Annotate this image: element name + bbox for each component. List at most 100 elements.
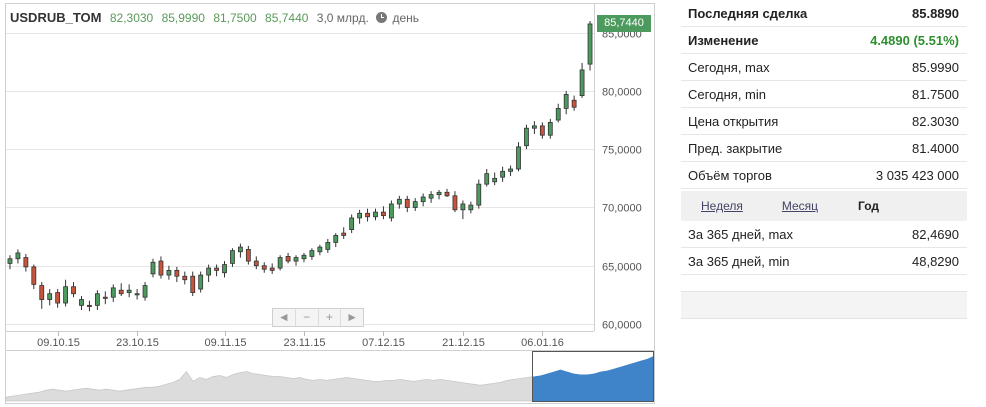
x-tick-label: 07.12.15 xyxy=(362,337,405,349)
x-axis-labels: 09.10.15 23.10.15 09.11.15 23.11.15 07.12.15… xyxy=(37,331,564,349)
info-value: 48,8290 xyxy=(912,253,959,269)
volume-value: 3,0 млрд. xyxy=(316,11,369,25)
candle xyxy=(563,90,569,115)
candle xyxy=(444,188,450,197)
info-value: 82.3030 xyxy=(912,113,959,129)
close-value: 85,7440 xyxy=(265,11,309,25)
scroll-left-button[interactable]: ◄ xyxy=(273,309,296,326)
info-value: 82,4690 xyxy=(912,226,959,242)
candle xyxy=(365,208,370,222)
zoom-out-button[interactable]: − xyxy=(296,309,319,326)
candle xyxy=(222,261,227,278)
candle xyxy=(404,195,410,213)
candle xyxy=(102,291,108,305)
info-label: Цена открытия xyxy=(688,113,779,129)
candle xyxy=(555,103,561,123)
y-tick-label: 65,0000 xyxy=(602,262,642,274)
candle xyxy=(110,284,116,302)
info-row-last-trade: Последняя сделка 85.8890 xyxy=(681,0,967,27)
candle xyxy=(134,289,140,300)
candle xyxy=(547,118,553,139)
tab-month[interactable]: Месяц xyxy=(781,199,819,213)
chart-panel: 60,0000 65,0000 70,0000 75,0000 80,0000 85,00… xyxy=(5,3,655,405)
candle xyxy=(484,169,490,187)
candle xyxy=(571,95,577,111)
x-tick-label: 06.01.16 xyxy=(521,337,564,349)
candle xyxy=(158,256,164,279)
candle xyxy=(341,227,347,239)
candle xyxy=(150,258,156,278)
candle xyxy=(476,179,482,209)
low-value: 81,7500 xyxy=(213,11,257,25)
candle xyxy=(94,290,100,311)
candle xyxy=(230,248,235,267)
candle xyxy=(214,264,219,277)
info-row-change: Изменение 4.4890 (5.51%) xyxy=(681,27,967,54)
info-label: Сегодня, min xyxy=(688,86,766,102)
candle xyxy=(420,193,426,207)
candle xyxy=(524,124,529,150)
info-value: 81.4000 xyxy=(912,140,959,156)
x-tick-label: 09.11.15 xyxy=(204,337,246,349)
candle xyxy=(23,254,29,272)
zoom-controls: ◄ − + ► xyxy=(272,308,364,327)
candle xyxy=(142,282,148,301)
period-label[interactable]: день xyxy=(392,11,420,25)
info-value: 85.8890 xyxy=(912,5,959,21)
x-tick-label: 23.11.15 xyxy=(283,337,325,349)
candle xyxy=(452,191,458,213)
candle xyxy=(333,233,339,248)
candle xyxy=(79,296,84,311)
candle xyxy=(460,200,466,220)
tab-year[interactable]: Год xyxy=(858,199,880,213)
candle xyxy=(539,122,545,139)
info-value: 4.4890 (5.51%) xyxy=(870,32,959,48)
info-label: За 365 дней, max xyxy=(688,226,794,242)
chart-header: USDRUB_TOM 82,3030 85,9990 81,7500 85,74… xyxy=(10,10,419,25)
candle xyxy=(492,172,498,186)
year-row-min: За 365 дней, min 48,8290 xyxy=(681,248,967,275)
info-row-open-price: Цена открытия 82.3030 xyxy=(681,108,967,135)
chart-frame xyxy=(5,3,655,404)
y-tick-label: 80,0000 xyxy=(602,87,642,99)
info-value: 81.7500 xyxy=(912,86,959,102)
zoom-in-button[interactable]: + xyxy=(319,309,342,326)
x-tick-label: 21.12.15 xyxy=(442,337,485,349)
candle xyxy=(87,300,92,312)
candle xyxy=(39,282,45,309)
scroll-right-button[interactable]: ► xyxy=(346,310,359,324)
price-chart[interactable]: 60,000065,000070,000075,000080,000085,00… xyxy=(5,3,655,405)
x-tick-label: 23.10.15 xyxy=(116,337,159,349)
candle xyxy=(381,206,386,220)
candle xyxy=(587,20,593,71)
y-tick-label: 70,0000 xyxy=(602,203,642,215)
high-value: 85,9990 xyxy=(161,11,205,25)
candle xyxy=(285,252,291,264)
candle xyxy=(373,208,378,221)
candle xyxy=(55,289,61,308)
info-value: 85.9990 xyxy=(912,59,959,75)
candle xyxy=(277,255,283,271)
clock-icon[interactable] xyxy=(376,12,388,23)
info-row-prev-close: Пред. закрытие 81.4000 xyxy=(681,135,967,162)
navigator xyxy=(5,351,655,402)
info-row-today-max: Сегодня, max 85.9990 xyxy=(681,54,967,81)
candle xyxy=(15,249,21,264)
candle xyxy=(261,262,267,273)
candle xyxy=(357,209,362,224)
candle xyxy=(238,243,243,258)
candle xyxy=(436,189,442,200)
candle xyxy=(198,271,204,293)
candle xyxy=(118,283,124,297)
candle xyxy=(309,248,315,260)
candle xyxy=(349,214,355,234)
candle xyxy=(63,279,68,307)
candle xyxy=(428,191,434,203)
tab-week[interactable]: Неделя xyxy=(701,199,743,213)
candle xyxy=(532,121,537,135)
candle xyxy=(253,256,259,270)
candle xyxy=(516,142,521,172)
candle xyxy=(190,271,196,297)
candle xyxy=(71,282,76,298)
info-label: За 365 дней, min xyxy=(688,253,790,269)
